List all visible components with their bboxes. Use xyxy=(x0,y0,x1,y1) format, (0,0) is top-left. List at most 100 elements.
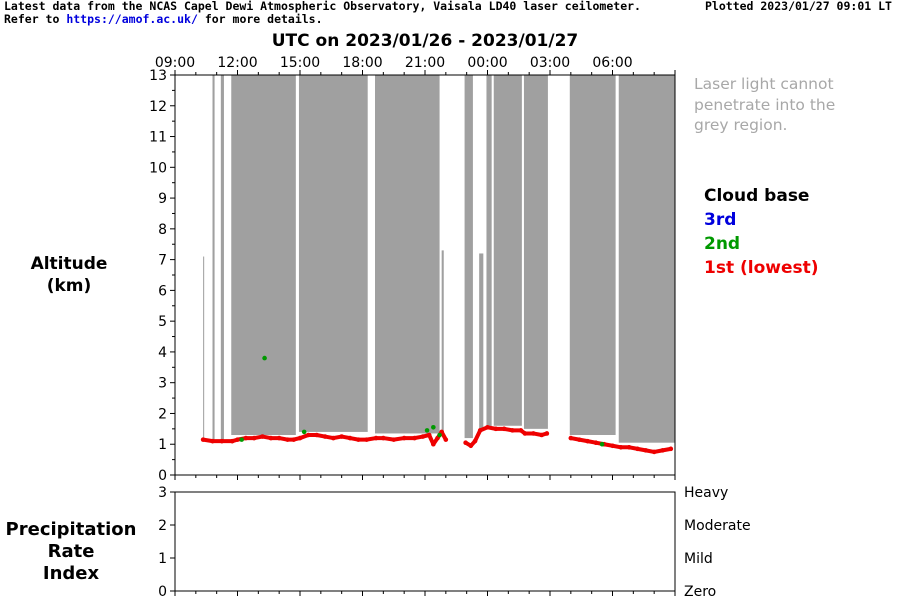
cloud-base-1st-point-11 xyxy=(291,437,297,442)
grey-region-block-7 xyxy=(464,75,473,439)
amof-link[interactable]: https://amof.ac.uk/ xyxy=(66,12,198,26)
grey-region-block-11 xyxy=(523,75,548,429)
cloud-base-1st-point-18 xyxy=(347,435,353,441)
cloud-base-1st-point-21 xyxy=(373,435,379,441)
altitude-tick-label-3: 3 xyxy=(158,376,167,392)
legend-first: 1st (lowest) xyxy=(704,258,819,278)
precip-level-label-3: Heavy xyxy=(684,485,728,501)
cloud-base-1st-point-55 xyxy=(651,449,657,455)
cloud-base-1st-point-27 xyxy=(426,432,432,438)
cloud-base-1st-point-16 xyxy=(331,435,336,441)
cloud-base-1st-point-37 xyxy=(493,426,499,432)
cloud-base-1st-point-6 xyxy=(251,435,257,441)
cloud-base-1st-point-13 xyxy=(306,432,311,438)
grey-region-block-4 xyxy=(298,75,368,432)
cloud-base-1st-point-51 xyxy=(618,445,624,450)
cloud-base-1st-point-14 xyxy=(314,432,319,438)
cloud-base-2nd-point-4 xyxy=(431,425,436,430)
precip-tick-label-2: 2 xyxy=(158,518,167,534)
cloud-base-1st-point-2 xyxy=(219,438,225,444)
legend-title: Cloud base xyxy=(704,186,810,206)
cloud-base-1st-point-5 xyxy=(243,435,249,441)
legend-second: 2nd xyxy=(704,234,741,254)
note-line-1: Laser light cannot xyxy=(694,75,834,93)
altitude-label-line-1: Altitude xyxy=(30,254,108,274)
cloud-base-2nd-point-3 xyxy=(424,428,430,433)
cloud-base-1st-point-39 xyxy=(510,428,515,433)
cloud-base-1st-point-7 xyxy=(260,434,265,439)
cloud-base-1st-point-1 xyxy=(210,438,215,444)
altitude-tick-label-9: 9 xyxy=(158,191,167,207)
cloud-base-1st-point-3 xyxy=(229,438,235,444)
altitude-tick-label-12: 12 xyxy=(149,99,167,115)
altitude-axis-label: Altitude (km) xyxy=(10,253,128,297)
cloud-base-2nd-point-1 xyxy=(262,355,267,361)
time-tick-label-1: 12:00 xyxy=(217,55,257,71)
time-tick-label-6: 03:00 xyxy=(530,55,570,71)
altitude-label-line-2: (km) xyxy=(46,276,92,296)
cloud-base-1st-point-40 xyxy=(518,428,524,433)
grey-region-block-6 xyxy=(441,250,444,432)
grey-region-block-13 xyxy=(618,75,675,443)
time-tick-label-0: 09:00 xyxy=(155,55,195,71)
cloud-base-1st-point-53 xyxy=(635,446,640,452)
cloud-base-1st-point-25 xyxy=(412,435,417,441)
cloud-base-1st-point-0 xyxy=(200,437,206,442)
altitude-tick-label-11: 11 xyxy=(149,130,167,146)
altitude-tick-label-8: 8 xyxy=(158,222,167,238)
cloud-base-1st-point-34 xyxy=(472,438,478,444)
grey-region-block-5 xyxy=(375,75,440,434)
cloud-base-1st-point-41 xyxy=(522,431,528,436)
cloud-base-1st-point-31 xyxy=(443,437,449,442)
cloud-base-1st-point-50 xyxy=(610,443,615,449)
time-tick-label-3: 18:00 xyxy=(342,55,382,71)
cloud-base-1st-point-23 xyxy=(391,437,397,442)
precip-label-line-3: Index xyxy=(42,563,100,584)
header-line-1: Latest data from the NCAS Capel Dewi Atm… xyxy=(4,0,641,13)
header-refer-suffix: for more details. xyxy=(204,12,323,26)
cloud-base-1st-point-8 xyxy=(268,435,274,441)
note-line-2: penetrate into the xyxy=(694,95,836,114)
cloud-base-1st-point-56 xyxy=(660,448,665,453)
cloud-base-1st-point-54 xyxy=(643,448,649,453)
time-tick-label-2: 15:00 xyxy=(280,55,320,71)
header-line-2: Refer to https://amof.ac.uk/ for more de… xyxy=(4,13,323,26)
cloud-base-1st-point-48 xyxy=(593,440,599,445)
grey-region-block-9 xyxy=(486,75,492,429)
cloud-base-1st-point-42 xyxy=(531,431,536,436)
precip-level-label-0: Zero xyxy=(684,584,716,600)
precip-tick-label-3: 3 xyxy=(158,485,167,501)
cloud-base-1st-point-44 xyxy=(544,431,550,436)
cloud-base-1st-point-47 xyxy=(585,438,590,444)
altitude-tick-label-5: 5 xyxy=(158,314,167,330)
cloud-base-1st-point-45 xyxy=(568,435,574,441)
cloud-base-1st-point-33 xyxy=(468,443,474,449)
cloud-base-1st-point-52 xyxy=(626,445,632,450)
cloud-base-1st-point-24 xyxy=(401,435,407,441)
cloud-base-1st-point-22 xyxy=(381,435,386,441)
cloud-base-1st-point-57 xyxy=(668,446,674,452)
cloud-base-2nd-point-0 xyxy=(239,437,244,442)
precip-tick-label-0: 0 xyxy=(158,584,167,600)
time-tick-label-7: 06:00 xyxy=(592,55,632,71)
time-tick-label-4: 21:00 xyxy=(405,55,445,71)
grey-region-block-2 xyxy=(220,75,224,442)
grey-region-block-1 xyxy=(212,75,215,442)
cloud-base-1st-point-46 xyxy=(576,437,582,442)
precip-tick-label-1: 1 xyxy=(158,551,167,567)
cloud-base-1st-point-4 xyxy=(235,437,240,442)
altitude-tick-label-7: 7 xyxy=(158,253,167,269)
cloud-base-1st-point-19 xyxy=(356,437,361,442)
cloud-base-1st-point-12 xyxy=(297,435,303,441)
header-refer-prefix: Refer to xyxy=(4,12,60,26)
chart-title: UTC on 2023/01/26 - 2023/01/27 xyxy=(271,31,579,51)
altitude-tick-label-6: 6 xyxy=(158,283,167,299)
grey-region-block-8 xyxy=(479,253,484,429)
cloud-base-2nd-point-5 xyxy=(437,432,442,438)
cloud-base-1st-point-26 xyxy=(420,434,426,439)
grey-region-block-3 xyxy=(231,75,296,435)
time-tick-label-5: 00:00 xyxy=(467,55,507,71)
altitude-tick-label-4: 4 xyxy=(158,345,167,361)
cloud-base-1st-point-17 xyxy=(339,434,344,439)
